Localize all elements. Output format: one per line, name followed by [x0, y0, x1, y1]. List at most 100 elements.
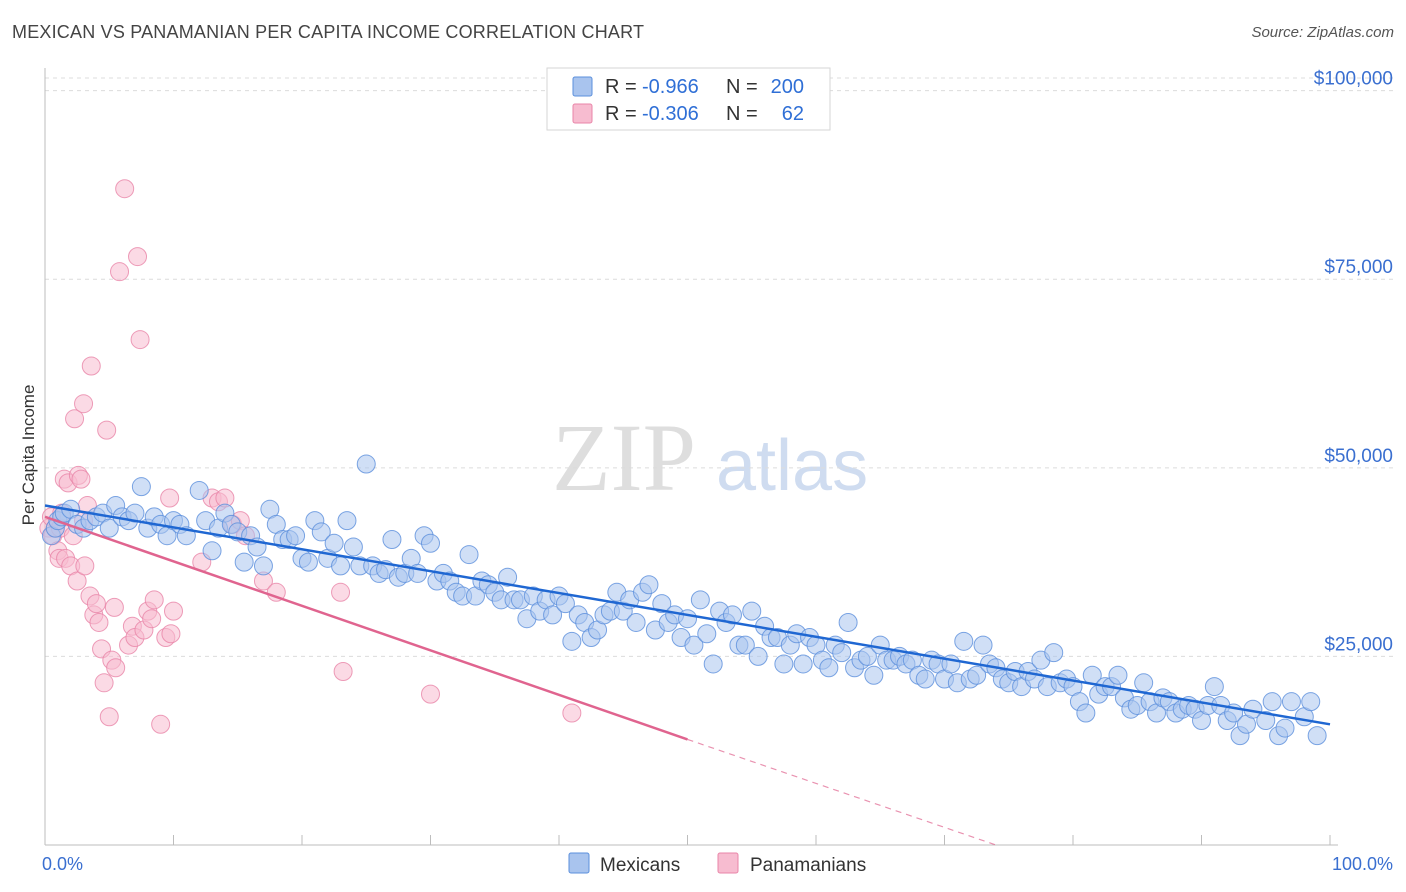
panamanians-point	[104, 597, 124, 617]
panamanians-point	[161, 624, 181, 644]
trend-lines	[44, 504, 1331, 846]
mexicans-point	[202, 541, 222, 561]
y-tick-labels: $25,000 $50,000 $75,000 $100,000	[1314, 69, 1393, 656]
mexicans-point	[382, 529, 402, 549]
panamanians-point	[71, 469, 91, 489]
mexicans-point	[697, 624, 717, 644]
legend-n-label-panamanians: N =	[726, 103, 758, 125]
bottom-legend-swatch-mexicans	[568, 852, 590, 874]
mexicans-point	[286, 526, 306, 546]
mexicans-points	[41, 454, 1327, 746]
legend-r-label-panamanians: R =	[605, 103, 637, 125]
mexicans-point	[1256, 711, 1276, 731]
mexicans-point	[684, 635, 704, 655]
panamanians-point	[67, 571, 87, 591]
bottom-legend-panamanians: Panamanians	[750, 855, 866, 876]
panamanians-point	[421, 684, 440, 704]
mexicans-point	[793, 654, 813, 674]
mexicans-point	[253, 556, 273, 576]
panamanians-point	[75, 556, 95, 576]
bottom-legend-swatch-panamanians	[717, 852, 739, 874]
panamanians-point	[106, 658, 126, 678]
mexicans-point	[722, 605, 742, 625]
mexicans-point	[498, 567, 518, 587]
panamanians-point	[331, 582, 351, 602]
watermark-atlas: atlas	[716, 426, 868, 506]
y-tick-label: $50,000	[1324, 446, 1393, 467]
mexicans-point	[543, 605, 563, 625]
x-label-start: 0.0%	[42, 854, 83, 874]
mexicans-point	[99, 518, 119, 538]
mexicans-point	[864, 665, 884, 685]
panamanians-point	[164, 601, 183, 621]
panamanians-points	[39, 179, 582, 734]
panamanians-point	[74, 394, 94, 414]
legend-r-label-mexicans: R =	[605, 76, 637, 98]
legend-r-value-mexicans: -0.966	[642, 76, 699, 98]
bottom-legend-mexicans: Mexicans	[600, 855, 680, 876]
mexicans-point	[774, 654, 794, 674]
y-tick-label: $75,000	[1324, 257, 1393, 278]
x-label-end: 100.0%	[1332, 854, 1393, 874]
mexicans-point	[838, 612, 858, 632]
mexicans-point	[311, 522, 331, 542]
panamanians-point	[110, 262, 130, 282]
mexicans-point	[356, 454, 376, 474]
panamanians-point	[151, 714, 171, 734]
source-label: Source: ZipAtlas.com	[1251, 24, 1394, 41]
mexicans-point	[1281, 692, 1301, 712]
panamanians-point	[562, 703, 582, 723]
panamanians-point	[81, 356, 101, 376]
mexicans-point	[189, 480, 209, 500]
panamanians-point	[89, 612, 109, 632]
mexicans-point	[331, 556, 351, 576]
legend-swatch-panamanians	[572, 103, 593, 124]
mexicans-point	[703, 654, 723, 674]
panamanians-trend-extension	[687, 738, 997, 846]
legend-frame	[546, 67, 831, 131]
mexicans-point	[678, 609, 697, 629]
mexicans-point	[652, 594, 672, 614]
panamanians-point	[160, 488, 180, 508]
chart-title: MEXICAN VS PANAMANIAN PER CAPITA INCOME …	[12, 22, 645, 42]
panamanians-point	[142, 609, 162, 629]
panamanians-point	[130, 330, 150, 350]
legend-n-value-panamanians: 62	[782, 103, 804, 125]
mexicans-point	[131, 477, 151, 497]
mexicans-point	[832, 643, 852, 663]
mexicans-point	[1108, 665, 1128, 685]
panamanians-point	[99, 707, 119, 727]
y-axis-label: Per Capita Income	[19, 385, 38, 526]
mexicans-point	[1044, 643, 1064, 663]
mexicans-point	[1076, 703, 1096, 723]
legend-swatch-mexicans	[572, 76, 593, 97]
legend-n-value-mexicans: 200	[771, 76, 804, 98]
watermark: ZIP atlas	[552, 404, 868, 511]
legend-box: R = -0.966 N = 200 R = -0.306 N = 62	[546, 67, 831, 131]
legend-n-label-mexicans: N =	[726, 76, 758, 98]
legend-r-value-panamanians: -0.306	[642, 103, 699, 125]
panamanians-point	[128, 247, 148, 267]
mexicans-point	[967, 665, 987, 685]
mexicans-point	[748, 646, 768, 666]
mexicans-point	[1204, 677, 1224, 697]
mexicans-point	[954, 631, 974, 651]
mexicans-point	[1134, 673, 1154, 693]
mexicans-point	[690, 590, 710, 610]
panamanians-point	[86, 594, 106, 614]
mexicans-point	[639, 575, 659, 595]
x-ticks	[173, 835, 1331, 845]
mexicans-point	[1301, 692, 1321, 712]
panamanians-point	[65, 409, 85, 429]
mexicans-trend-line	[44, 504, 1331, 726]
mexicans-point	[324, 533, 344, 553]
mexicans-point	[973, 635, 993, 655]
axes	[44, 68, 1338, 846]
mexicans-point	[343, 537, 363, 557]
mexicans-point	[819, 658, 839, 678]
panamanians-point	[115, 179, 135, 199]
panamanians-trend-line	[44, 515, 688, 741]
mexicans-point	[421, 533, 440, 553]
mexicans-point	[742, 601, 762, 621]
